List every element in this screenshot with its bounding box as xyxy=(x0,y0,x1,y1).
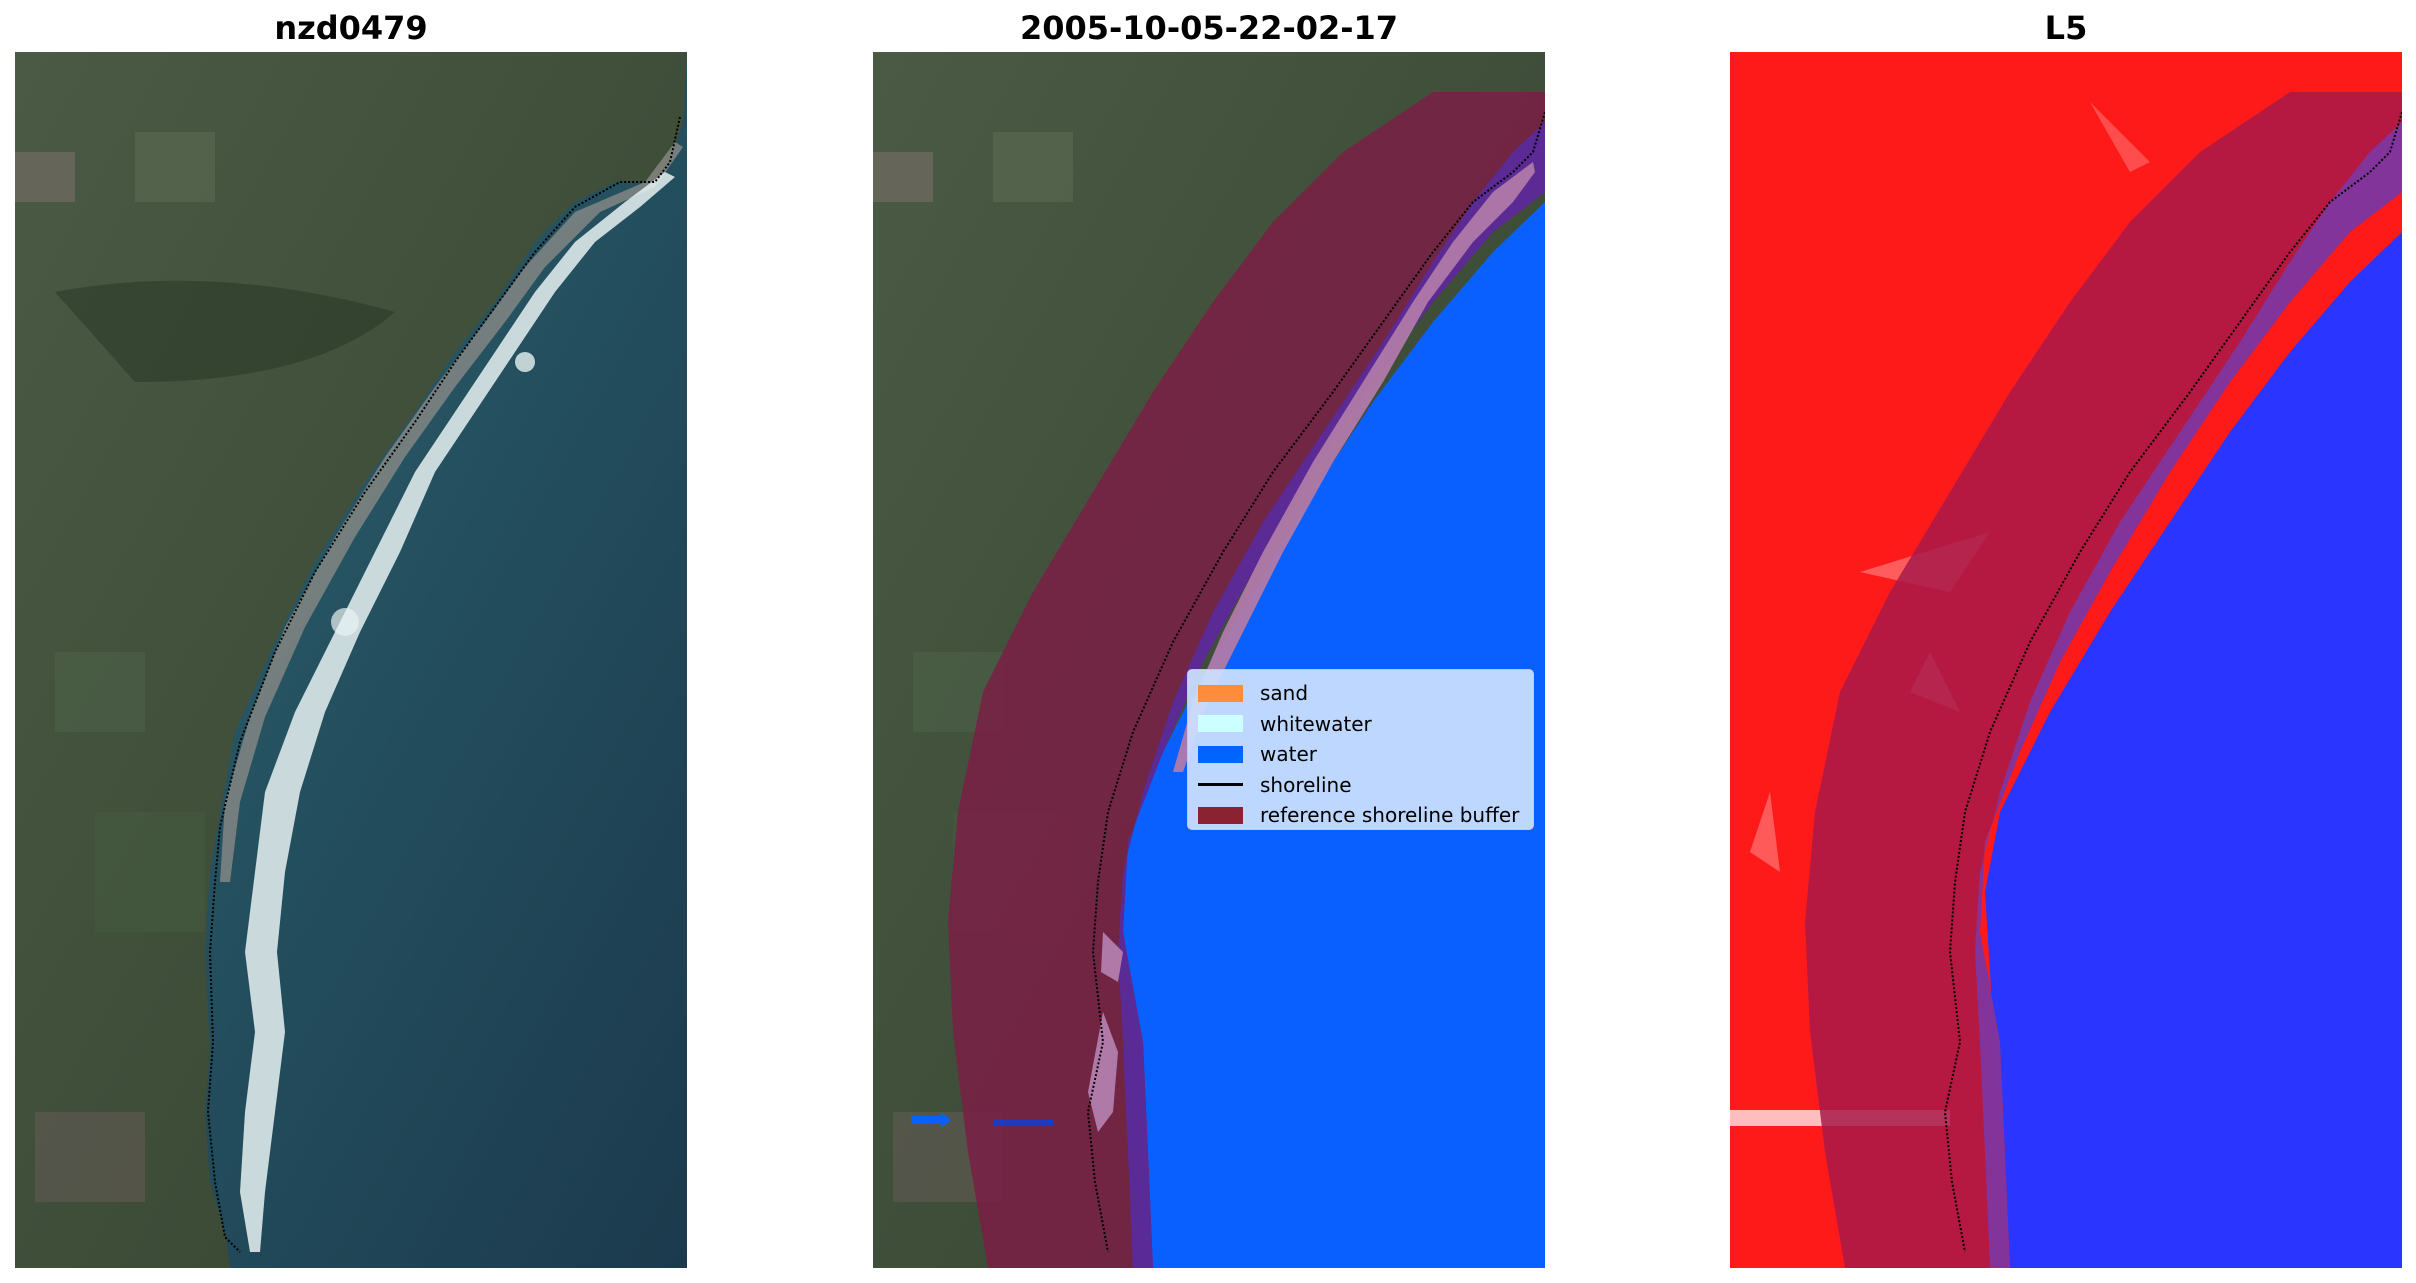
index-svg xyxy=(1730,52,2402,1268)
legend-item-sand: sand xyxy=(1198,678,1523,709)
index-image xyxy=(1730,52,2402,1268)
whitewater-swatch xyxy=(1198,715,1243,733)
legend-item-shoreline: shoreline xyxy=(1198,770,1523,801)
classification-image xyxy=(873,52,1545,1268)
sand-swatch xyxy=(1198,684,1243,702)
legend-label-whitewater: whitewater xyxy=(1260,711,1372,736)
water-swatch xyxy=(1198,745,1243,763)
legend-label-sand: sand xyxy=(1260,681,1309,706)
legend-item-buffer: reference shoreline buffer xyxy=(1198,800,1523,831)
shoreline-swatch xyxy=(1198,783,1243,787)
legend: sand whitewater water shoreline referenc… xyxy=(1187,669,1534,830)
shoreline-line xyxy=(206,116,681,1253)
legend-label-buffer: reference shoreline buffer xyxy=(1260,803,1520,828)
classification-svg xyxy=(873,52,1545,1268)
rgb-satellite-image xyxy=(15,52,687,1268)
rgb-satellite-svg xyxy=(15,52,687,1268)
panel-title-index: L5 xyxy=(2044,9,2088,47)
water-index-region xyxy=(1985,232,2402,1268)
legend-label-water: water xyxy=(1260,742,1317,767)
legend-item-whitewater: whitewater xyxy=(1198,709,1523,740)
reference-shoreline-buffer xyxy=(948,92,1545,1268)
panel-title-classification: 2005-10-05-22-02-17 xyxy=(1019,9,1399,47)
legend-label-shoreline: shoreline xyxy=(1260,772,1352,797)
panel-title-rgb: nzd0479 xyxy=(274,9,428,47)
buffer-swatch xyxy=(1198,806,1243,824)
legend-item-water: water xyxy=(1198,739,1523,770)
